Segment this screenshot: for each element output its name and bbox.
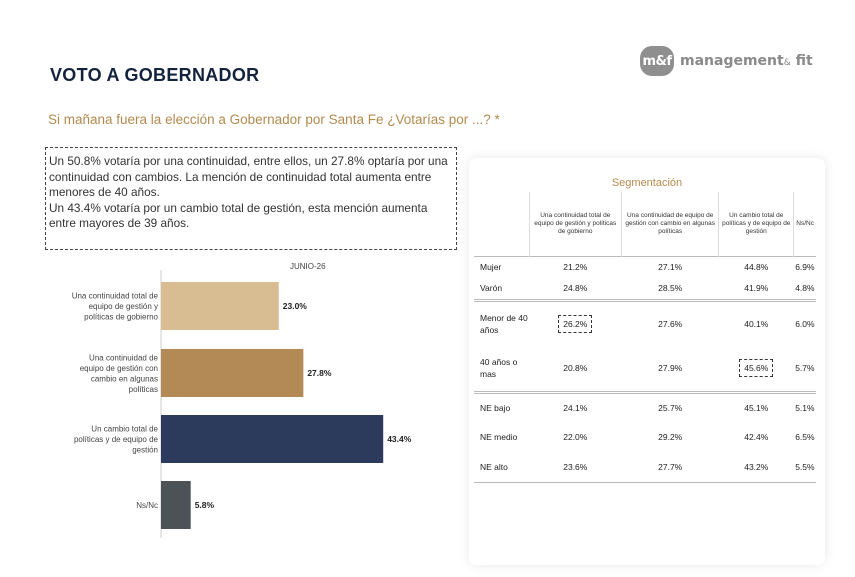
table-row-varon: Varón 24.8% 28.5% 41.9% 4.8% [474,278,816,301]
header-ns-nc: Ns/Nc [793,192,816,256]
row-label: Varón [474,278,529,301]
category-label-line: Una continuidad de [89,353,158,362]
category-label-line: Un cambio total de [91,425,158,434]
logo-amp: & [783,58,791,68]
segmentation-table: Una continuidad total de equipo de gesti… [474,192,816,483]
summary-text-change: Un 43.4% votaría por un cambio total de … [49,200,428,231]
highlight-box: 45.6% [739,359,774,378]
question-subtitle: Si mañana fuera la elección a Gobernador… [48,112,500,127]
cell-value: 27.1% [621,255,719,278]
cell-value: 40.1% [718,298,794,346]
row-label: NE bajo [474,390,529,422]
cell-value: 22.0% [563,432,588,442]
segment-label-header [474,192,529,256]
page-title: VOTO A GOBERNADOR [50,65,260,85]
cell-value: 24.8% [529,278,622,301]
category-label-line: Ns/Nc [136,501,158,510]
bar-value-label: 5.8% [195,500,215,510]
cell-value: 5.5% [793,452,816,483]
row-label: NE alto [474,452,529,483]
category-label: Una continuidad total de equipo de gestió… [72,292,159,322]
table-row-mujer: Mujer 21.2% 27.1% 44.8% 6.9% [474,255,816,278]
row-label: Mujer [474,255,529,278]
bar-3 [161,481,191,529]
row-label: Menor de 40 años [474,298,529,346]
cell-value: 45.1% [718,390,794,422]
cell-value: 6.5% [795,432,815,442]
category-label: Ns/Nc [136,501,158,510]
bar-2 [161,415,384,463]
category-label: Una continuidad de equipo de gestión con c… [80,353,159,394]
header-cambio-total: Un cambio total de políticas y de equipo… [718,192,794,256]
logo-name: management [680,53,784,69]
cell-value: 5.7% [793,346,816,393]
cell-value: 29.2% [658,432,683,442]
category-label: Un cambio total de políticas y de equipo … [74,425,159,455]
category-label-line: políticas [129,385,158,394]
bar-value-label: 43.4% [387,434,412,444]
highlight-box: 26.2% [558,314,593,333]
header-continuidad-con-cambios: Una continuidad de equipo de gestión con… [621,192,719,256]
category-label-line: Una continuidad total de [72,292,159,301]
cell-value: 23.6% [529,452,622,483]
vote-bar-chart: 23.0%Una continuidad total de equipo de g… [72,270,412,538]
row-label: 40 años o mas [474,346,529,393]
table-row-menor-40: Menor de 40 años 26.2% 27.6% 40.1% 6.0% [474,298,816,346]
cell-value: 27.7% [621,452,719,483]
cell-value: 27.9% [621,346,719,393]
cell-value: 6.9% [793,255,816,278]
category-label-line: cambio en algunas [91,374,158,383]
category-label-line: equipo de gestión con [80,364,158,373]
bar-0 [161,282,279,330]
bar-value-label: 23.0% [283,301,308,311]
cell-value: 4.8% [793,278,816,301]
segmentation-header-row: Una continuidad total de equipo de gesti… [474,192,816,256]
cell-value: 41.9% [718,278,794,301]
cell-value: 44.8% [718,255,794,278]
summary-text-continuity: Un 50.8% votaría por una continuidad, en… [49,154,448,199]
cell-value: 43.2% [718,452,794,483]
cell-value: 27.6% [621,298,719,346]
table-row-40-o-mas: 40 años o mas 20.8% 27.9% 45.6% 5.7% [474,346,816,393]
bar-1 [161,349,304,397]
category-label-line: gestión [132,446,158,455]
summary-box: Un 50.8% votaría por una continuidad, en… [45,147,457,250]
cell-value: 24.1% [529,390,622,422]
bar-value-label: 27.8% [307,368,332,378]
chart-series-label: JUNIO-26 [290,262,326,271]
category-label-line: políticas y de equipo de [74,435,159,444]
cell-value: 28.5% [621,278,719,301]
cell-value: 5.1% [793,390,816,422]
cell-value: 42.4% [744,432,769,442]
row-label: NE medio [480,432,518,442]
header-continuidad-total: Una continuidad total de equipo de gesti… [528,192,622,256]
table-row-ne-medio: NE medio 22.0% 29.2% 42.4% 6.5% [474,422,816,452]
cell-value: 25.7% [621,390,719,422]
cell-value: 20.8% [529,346,622,393]
segmentation-title: Segmentación [611,177,683,189]
logo-fit: fit [790,53,813,69]
table-row-ne-bajo: NE bajo 24.1% 25.7% 45.1% 5.1% [474,390,816,422]
cell-value-highlighted: 45.6% [718,346,794,393]
logo-mark: m&f [640,46,674,76]
company-logo: m&f management& fit [640,46,813,76]
cell-value: 6.0% [793,298,816,346]
cell-value: 21.2% [529,255,622,278]
table-row-ne-alto: NE alto 23.6% 27.7% 43.2% 5.5% [474,452,816,483]
category-label-line: políticas de gobierno [84,313,158,322]
category-label-line: equipo de gestión y [89,302,158,311]
logo-wordmark: management& fit [680,53,813,69]
cell-value-highlighted: 26.2% [529,298,622,346]
